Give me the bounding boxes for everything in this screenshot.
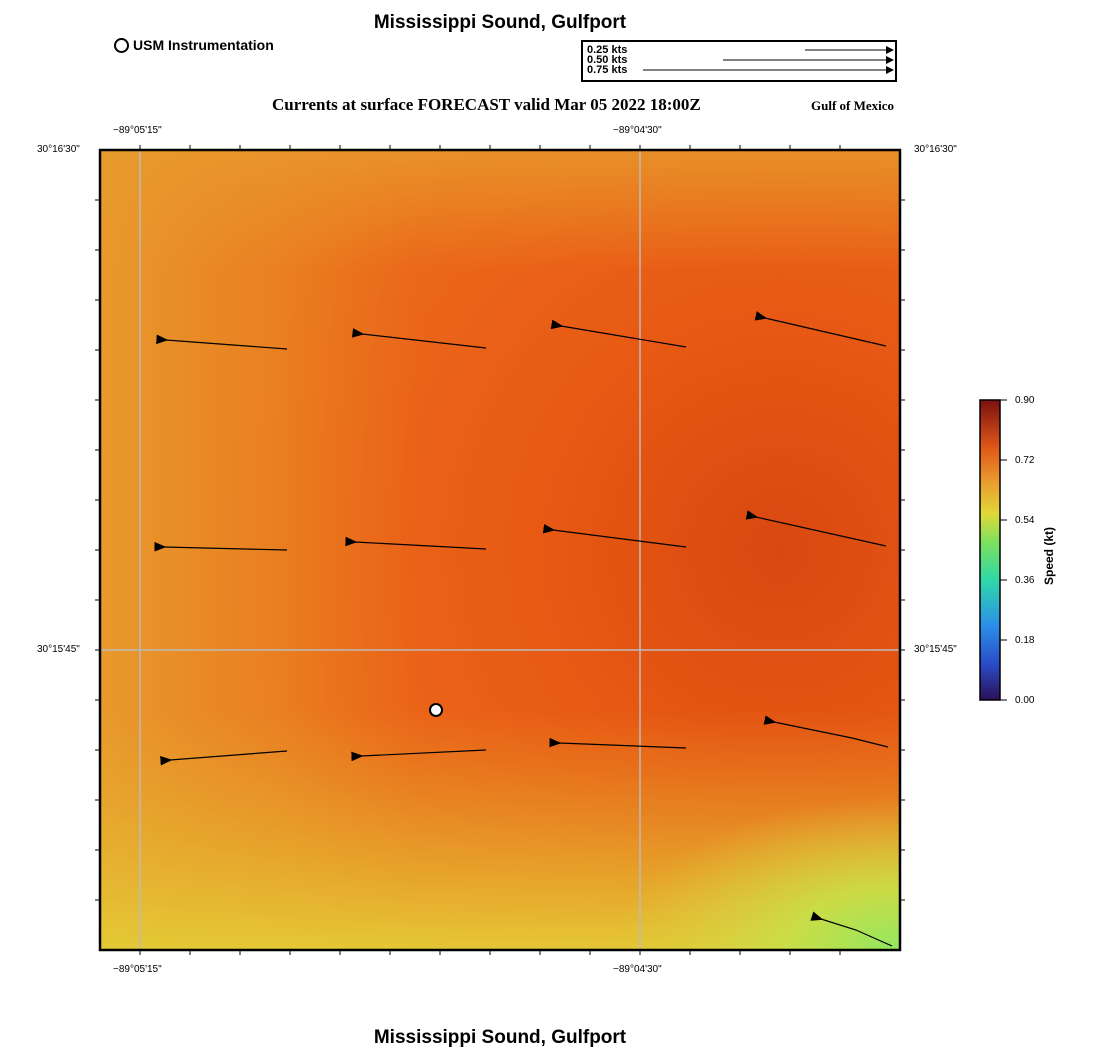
colorbar-tick: 0.54 bbox=[1015, 515, 1035, 526]
map-title: Mississippi Sound, Gulfport bbox=[373, 12, 627, 33]
lat-label-right-1: 30°16'30" bbox=[914, 144, 957, 155]
lon-label-top-2: −89°04'30" bbox=[613, 125, 662, 136]
speed-colorbar bbox=[979, 399, 1007, 701]
colorbar-tick: 0.90 bbox=[1015, 395, 1035, 406]
speed-legend: 0.25 kts 0.50 kts 0.75 kts bbox=[581, 40, 897, 82]
graticule bbox=[100, 150, 900, 950]
colorbar-tick: 0.36 bbox=[1015, 575, 1035, 586]
current-arrow bbox=[550, 319, 687, 348]
region-label: Gulf of Mexico bbox=[811, 98, 895, 113]
colorbar-tick: 0.72 bbox=[1015, 455, 1035, 466]
current-arrow bbox=[160, 750, 288, 766]
station-marker-icon bbox=[114, 37, 129, 53]
speed-legend-arrows bbox=[643, 46, 894, 74]
current-arrow bbox=[156, 334, 288, 350]
current-arrow bbox=[345, 536, 487, 550]
station-legend-label: USM Instrumentation bbox=[133, 37, 274, 53]
current-arrow bbox=[351, 328, 487, 349]
lat-label-right-2: 30°15'45" bbox=[914, 644, 957, 655]
colorbar-tick: 0.18 bbox=[1015, 635, 1035, 646]
forecast-subtitle: Currents at surface FORECAST valid Mar 0… bbox=[272, 95, 701, 114]
lat-label-left-2: 30°15'45" bbox=[37, 644, 80, 655]
current-arrow bbox=[763, 715, 889, 748]
station-legend: USM Instrumentation bbox=[114, 37, 274, 53]
lon-label-bottom-2: −89°04'30" bbox=[613, 964, 662, 975]
lon-label-top-1: −89°05'15" bbox=[113, 125, 162, 136]
speed-legend-label: 0.50 kts bbox=[587, 54, 628, 66]
current-arrow bbox=[351, 749, 487, 762]
lat-label-left-1: 30°16'30" bbox=[37, 144, 80, 155]
lon-label-bottom-1: −89°05'15" bbox=[113, 964, 162, 975]
colorbar-tick: 0.00 bbox=[1015, 695, 1035, 706]
map-frame bbox=[95, 145, 905, 955]
current-arrow bbox=[745, 510, 887, 547]
colorbar-title: Speed (kt) bbox=[1042, 526, 1056, 585]
current-arrow bbox=[549, 737, 687, 749]
current-arrow bbox=[810, 911, 893, 947]
speed-legend-label: 0.25 kts bbox=[587, 44, 628, 56]
current-vectors bbox=[154, 311, 893, 947]
current-arrow bbox=[754, 311, 887, 347]
speed-legend-label: 0.75 kts bbox=[587, 64, 628, 76]
current-arrow bbox=[154, 541, 288, 552]
speed-field bbox=[100, 150, 900, 950]
map-title-bottom: Mississippi Sound, Gulfport bbox=[373, 1027, 627, 1048]
usm-station-marker bbox=[429, 703, 443, 717]
current-arrow bbox=[542, 524, 687, 548]
